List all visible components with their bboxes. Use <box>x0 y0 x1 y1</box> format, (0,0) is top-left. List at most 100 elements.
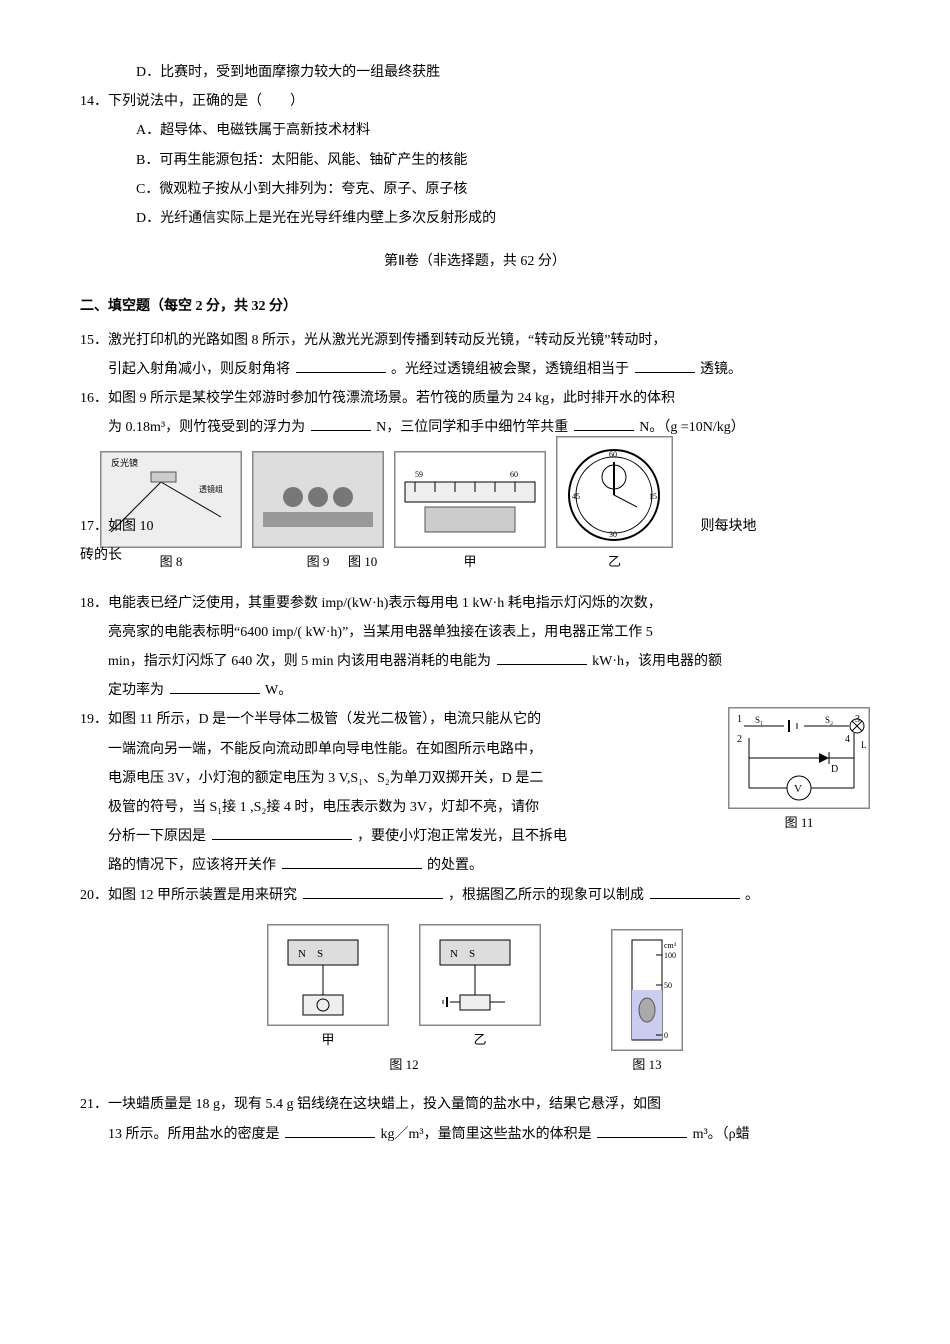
q18-text-a: 18．电能表已经广泛使用，其重要参数 imp/(kW·h)表示每用电 1 kW·… <box>80 596 662 611</box>
svg-text:N S: N S <box>298 948 323 960</box>
q21-text-b-pre: 13 所示。所用盐水的密度是 <box>108 1127 280 1142</box>
q18-line3: min，指示灯闪烁了 640 次，则 5 min 内该用电器消耗的电能为 kW·… <box>80 649 870 674</box>
graduated-cylinder-icon: cm³ 100 50 0 <box>612 930 682 1050</box>
svg-text:S₁: S₁ <box>755 715 763 725</box>
q16-unit2: N。（g =10N/kg） <box>639 420 745 435</box>
figure-13-box: cm³ 100 50 0 图 13 <box>611 929 683 1076</box>
figure-10-jia-box: 59 60 甲 <box>394 451 546 573</box>
q16-blank2 <box>574 416 634 431</box>
q20-blank2 <box>650 884 740 899</box>
q19-text-c: 电源电压 3V，小灯泡的额定电压为 3 V,S₁、S₂为单刀双掷开关，D 是二 <box>108 771 543 786</box>
figure-11-image: 1 3 2 4 S₁ S₂ L D <box>728 707 870 809</box>
q14-a-text: A．超导体、电磁铁属于高新技术材料 <box>136 123 370 138</box>
q14-c-text: C．微观粒子按从小到大排列为：夸克、原子、原子核 <box>136 182 467 197</box>
svg-text:15: 15 <box>649 492 657 501</box>
figure-8-caption: 图 8 <box>160 550 183 573</box>
q21-line1: 21．一块蜡质量是 18 g，现有 5.4 g 铝线绕在这块蜡上，投入量筒的盐水… <box>80 1092 870 1117</box>
q16-text-a: 16．如图 9 所示是某校学生郊游时参加竹筏漂流场景。若竹筏的质量为 24 kg… <box>80 391 675 406</box>
q19-text-b: 一端流向另一端，不能反向流动即单向导电性能。在如图所示电路中， <box>108 742 542 757</box>
figure-11-caption: 图 11 <box>728 811 870 834</box>
q18-text-d-pre: 定功率为 <box>108 683 164 698</box>
svg-text:S₂: S₂ <box>825 715 833 725</box>
section2-title: 二、填空题（每空 2 分，共 32 分） <box>80 294 870 319</box>
svg-text:60: 60 <box>510 470 518 479</box>
figure-10-caption: 图 10 <box>348 550 377 573</box>
figure-12-yi-image: N S <box>419 924 541 1026</box>
svg-text:4: 4 <box>845 734 850 745</box>
svg-text:30: 30 <box>609 530 617 539</box>
electromagnetic-induction-jia-icon: N S <box>268 925 388 1025</box>
figure-10-yi-caption: 乙 <box>608 554 621 569</box>
q20-line: 20．如图 12 甲所示装置是用来研究 ，根据图乙所示的现象可以制成 。 <box>80 883 870 908</box>
q16-blank1 <box>311 416 371 431</box>
figure-12-box: N S 甲 N S <box>267 924 541 1077</box>
svg-text:60: 60 <box>609 450 617 459</box>
figure-13-caption: 图 13 <box>632 1053 661 1076</box>
q14-b-text: B．可再生能源包括：太阳能、风能、铀矿产生的核能 <box>136 153 467 168</box>
figure-10-yi-box: 30 45 15 60 图 10 乙 <box>556 436 673 573</box>
figures-row-12-13: N S 甲 N S <box>80 924 870 1077</box>
q19-text-e-mid: ，要使小灯泡正常发光，且不拆电 <box>357 829 567 844</box>
svg-text:透镜组: 透镜组 <box>199 484 223 494</box>
svg-text:59: 59 <box>415 470 423 479</box>
q14-b: B．可再生能源包括：太阳能、风能、铀矿产生的核能 <box>80 148 870 173</box>
q17-text-a-pre: 17．如图 10 <box>80 519 154 534</box>
q16-line1: 16．如图 9 所示是某校学生郊游时参加竹筏漂流场景。若竹筏的质量为 24 kg… <box>80 386 870 411</box>
electromagnetic-induction-yi-icon: N S <box>420 925 540 1025</box>
q15-text-b-post: 透镜。 <box>700 362 742 377</box>
svg-text:2: 2 <box>737 734 742 745</box>
figures-row-8-10: 反光镜 透镜组 图 8 图 9 <box>100 436 673 573</box>
q18-text-d-post: W。 <box>265 683 292 698</box>
q17-container: 反光镜 透镜组 图 8 图 9 <box>80 444 870 590</box>
q19-text-d: 极管的符号，当 S₁接 1 ,S₂接 4 时，电压表示数为 3V，灯却不亮，请你 <box>108 800 539 815</box>
q19-blank1 <box>212 825 352 840</box>
svg-text:50: 50 <box>664 981 672 990</box>
q19-text-f-pre: 路的情况下，应该将开关作 <box>108 858 276 873</box>
q14-a: A．超导体、电磁铁属于高新技术材料 <box>80 118 870 143</box>
section2-title-text: 二、填空题（每空 2 分，共 32 分） <box>80 299 297 314</box>
svg-text:1: 1 <box>737 714 742 725</box>
q18-text-c-pre: min，指示灯闪烁了 640 次，则 5 min 内该用电器消耗的电能为 <box>108 654 491 669</box>
q19-block: 1 3 2 4 S₁ S₂ L D <box>80 707 870 882</box>
q19-line6: 路的情况下，应该将开关作 的处置。 <box>80 853 870 878</box>
svg-text:100: 100 <box>664 951 676 960</box>
q17-text-b: 砖的长 <box>80 548 122 563</box>
q14-c: C．微观粒子按从小到大排列为：夸克、原子、原子核 <box>80 177 870 202</box>
q18-blank1 <box>497 650 587 665</box>
circuit-diode-icon: 1 3 2 4 S₁ S₂ L D <box>729 708 869 808</box>
q18-blank2 <box>170 679 260 694</box>
figure-9-caption: 图 9 <box>307 550 330 573</box>
q19-text-e-pre: 分析一下原因是 <box>108 829 206 844</box>
q21-blank1 <box>285 1123 375 1138</box>
q18-block: 18．电能表已经广泛使用，其重要参数 imp/(kW·h)表示每用电 1 kW·… <box>80 591 870 704</box>
figure-12-jia-caption: 甲 <box>267 1028 389 1051</box>
q17-text-a-post: 则每块地 <box>701 519 757 534</box>
q14-stem-text: 14．下列说法中，正确的是（ ） <box>80 94 304 109</box>
q18-line1: 18．电能表已经广泛使用，其重要参数 imp/(kW·h)表示每用电 1 kW·… <box>80 591 870 616</box>
q19-text-f-post: 的处置。 <box>427 858 483 873</box>
q20-text-mid: ，根据图乙所示的现象可以制成 <box>448 888 644 903</box>
svg-text:D: D <box>831 764 838 775</box>
q20-text-post: 。 <box>745 888 759 903</box>
q21-text-b-post: m³。（ρ蜡 <box>693 1127 750 1142</box>
svg-text:cm³: cm³ <box>664 941 677 950</box>
q19-blank2 <box>282 854 422 869</box>
q20-blank1 <box>303 884 443 899</box>
q14-d: D．光纤通信实际上是光在光导纤维内壁上多次反射形成的 <box>80 206 870 231</box>
stopwatch-icon: 30 45 15 60 <box>557 437 672 547</box>
svg-text:V: V <box>794 783 802 795</box>
svg-text:0: 0 <box>664 1031 668 1040</box>
q18-line2: 亮亮家的电能表标明“6400 imp/( kW·h)”，当某用电器单独接在该表上… <box>80 620 870 645</box>
q15-line1: 15．激光打印机的光路如图 8 所示，光从激光光源到传播到转动反光镜，“转动反光… <box>80 328 870 353</box>
figure-9-image <box>252 451 384 548</box>
q16-text-b-pre: 为 0.18m³，则竹筏受到的浮力为 <box>108 420 305 435</box>
ruler-icon: 59 60 <box>395 452 545 547</box>
q15-blank2 <box>635 358 695 373</box>
q21-text-b-mid: kg／m³，量筒里这些盐水的体积是 <box>381 1127 592 1142</box>
q21-blank2 <box>597 1123 687 1138</box>
q15-line2: 引起入射角减小，则反射角将 。光经过透镜组被会聚，透镜组相当于 透镜。 <box>80 357 870 382</box>
figure-12-jia-image: N S <box>267 924 389 1026</box>
bamboo-raft-icon <box>253 452 383 547</box>
svg-text:反光镜: 反光镜 <box>111 457 138 468</box>
q16-unit1: N，三位同学和手中细竹竿共重 <box>376 420 568 435</box>
